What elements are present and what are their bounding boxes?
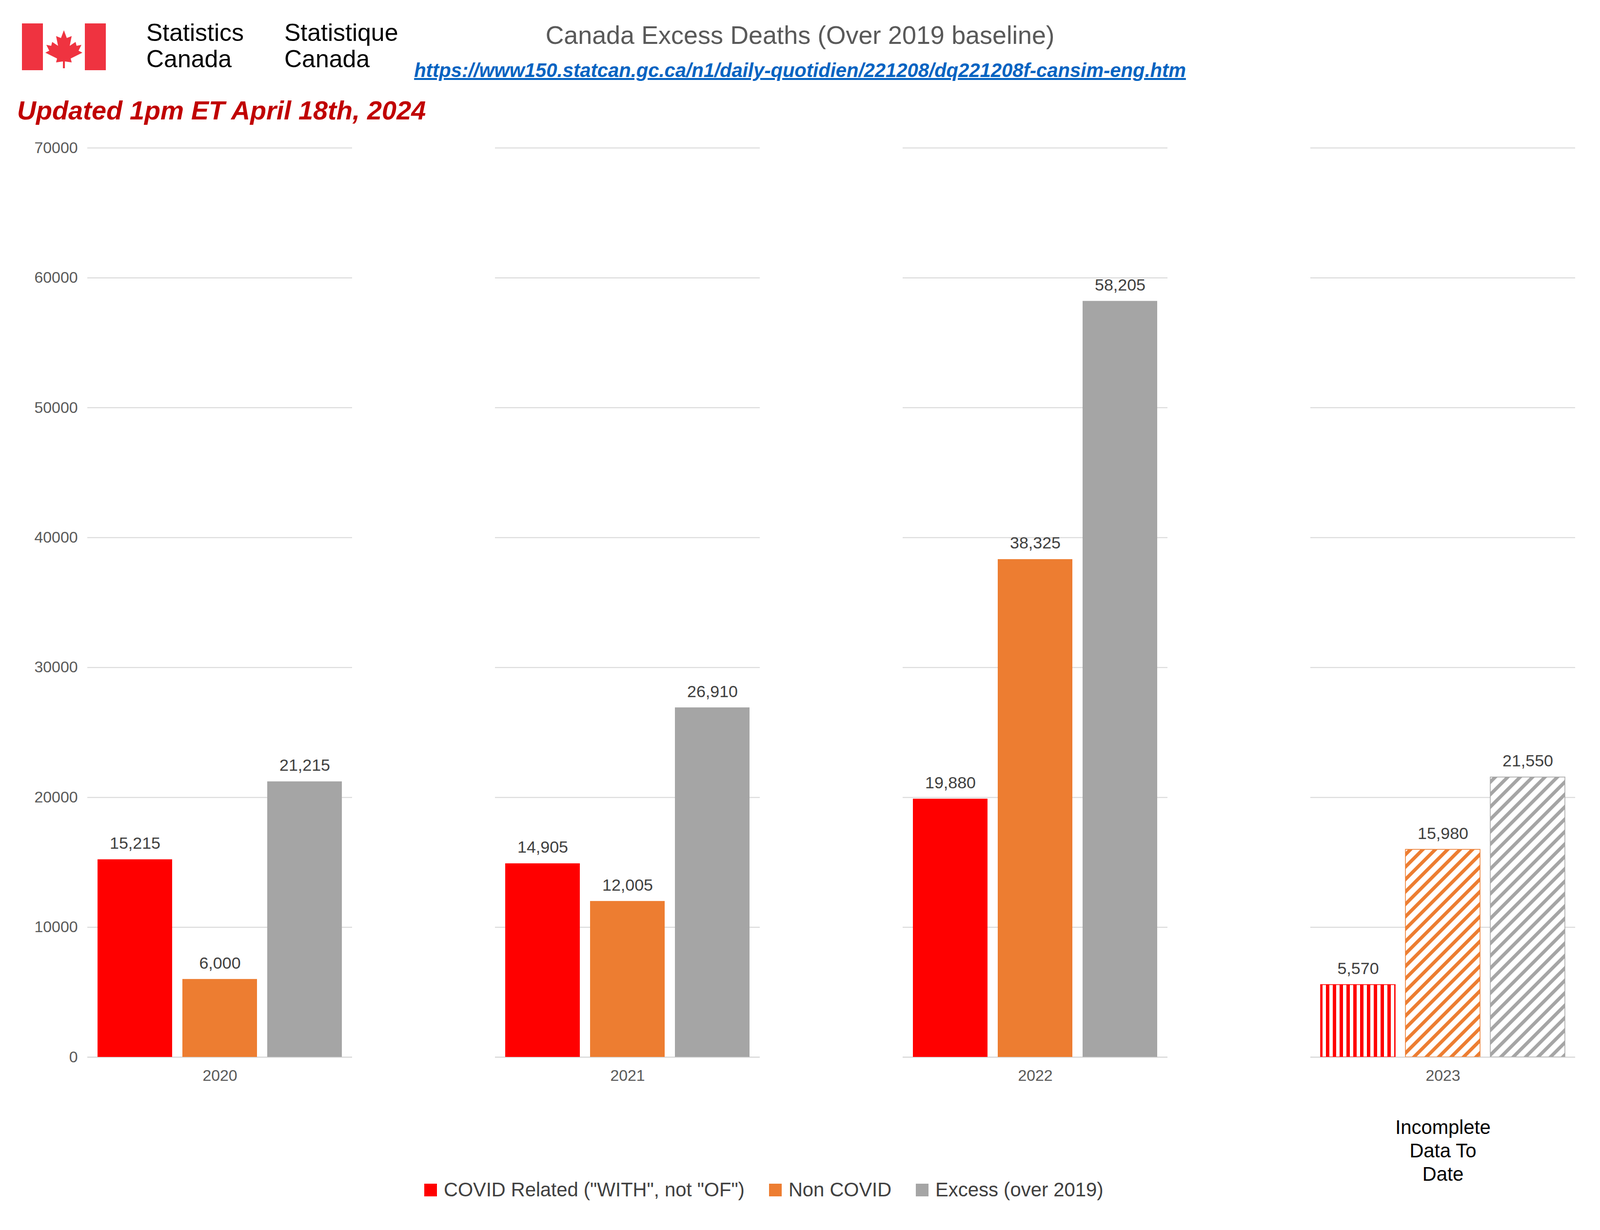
svg-text:2022: 2022 bbox=[1017, 1066, 1053, 1085]
html-text:COVID Related ("WITH", not "OF: COVID Related ("WITH", not "OF") bbox=[443, 1179, 745, 1201]
html-text:Canada: Canada bbox=[284, 45, 370, 73]
html-text:Canada: Canada bbox=[146, 45, 232, 73]
html-text:Canada Excess Deaths (Over 201: Canada Excess Deaths (Over 2019 baseline… bbox=[545, 20, 1055, 50]
svg-text:10000: 10000 bbox=[34, 918, 79, 936]
svg-text:21,550: 21,550 bbox=[1502, 751, 1554, 771]
svg-text:0: 0 bbox=[69, 1048, 79, 1067]
html-text:Updated 1pm ET April 18th, 202: Updated 1pm ET April 18th, 2024 bbox=[17, 95, 426, 125]
svg-text:50000: 50000 bbox=[34, 398, 79, 417]
svg-text:60000: 60000 bbox=[34, 268, 79, 287]
svg-text:IncompleteData ToDate: IncompleteData ToDate bbox=[1395, 1116, 1491, 1186]
html-text:Statistics: Statistics bbox=[146, 19, 244, 47]
svg-text:58,205: 58,205 bbox=[1094, 275, 1146, 295]
svg-text:38,325: 38,325 bbox=[1009, 533, 1061, 553]
svg-text:40000: 40000 bbox=[34, 528, 79, 547]
html-text:Statistique: Statistique bbox=[284, 19, 399, 47]
svg-text:15,215: 15,215 bbox=[109, 833, 161, 853]
svg-text:2021: 2021 bbox=[610, 1066, 645, 1085]
html-text:https://www150.statcan.gc.ca/n: https://www150.statcan.gc.ca/n1/daily-qu… bbox=[414, 59, 1186, 81]
svg-text:2023: 2023 bbox=[1425, 1066, 1461, 1085]
svg-text:12,005: 12,005 bbox=[602, 875, 653, 895]
svg-text:20000: 20000 bbox=[34, 788, 79, 807]
svg-text:2020: 2020 bbox=[202, 1066, 238, 1085]
svg-text:21,215: 21,215 bbox=[279, 755, 331, 775]
svg-text:6,000: 6,000 bbox=[198, 953, 241, 973]
html-text:Excess (over 2019): Excess (over 2019) bbox=[935, 1179, 1104, 1201]
svg-text:30000: 30000 bbox=[34, 658, 79, 676]
svg-text:70000: 70000 bbox=[34, 140, 79, 157]
svg-text:26,910: 26,910 bbox=[687, 682, 738, 701]
svg-text:19,880: 19,880 bbox=[925, 773, 976, 792]
svg-text:5,570: 5,570 bbox=[1337, 959, 1379, 978]
svg-text:15,980: 15,980 bbox=[1417, 824, 1469, 843]
svg-text:14,905: 14,905 bbox=[517, 837, 569, 857]
html-text:Non COVID: Non COVID bbox=[788, 1179, 892, 1201]
